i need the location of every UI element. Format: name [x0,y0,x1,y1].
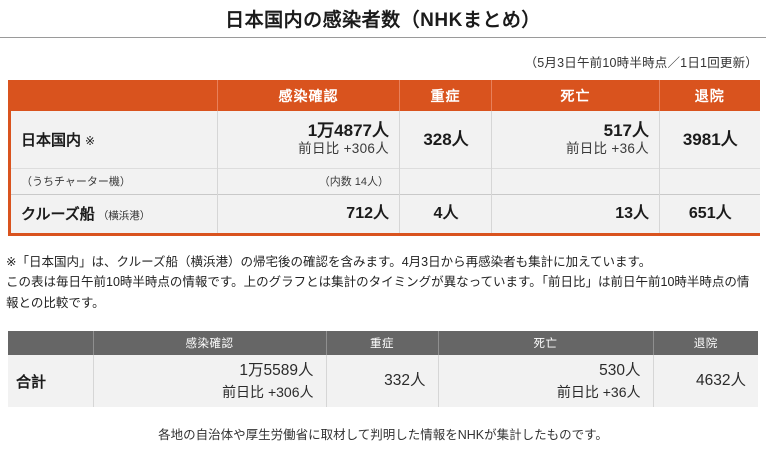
cell-cruise-discharged: 651人 [659,193,760,234]
summary-column-header-discharged: 退院 [653,331,758,356]
reference-mark-icon: ※ [85,133,96,148]
update-timestamp-note: （5月3日午前10時半時点／1日1回更新） [524,56,758,70]
cell-cruise-severe: 4人 [399,193,492,234]
summary-row-label-total: 合計 [8,355,94,408]
table-row-cruise: クルーズ船 （横浜港） 712人 4人 13人 651人 [9,193,760,234]
cell-domestic-infected-delta: 前日比 +306人 [298,141,389,157]
page-header: 日本国内の感染者数（NHKまとめ） [0,0,766,38]
source-caption: 各地の自治体や厚生労働省に取材して判明した情報をNHKが集計したものです。 [158,428,608,443]
column-header-infected: 感染確認 [217,80,400,111]
cell-domestic-deaths-value: 517人 [603,121,649,141]
column-header-discharged: 退院 [659,80,760,111]
cell-domestic-deaths: 517人 前日比 +36人 [491,111,660,168]
summary-cell-discharged: 4632人 [653,355,758,408]
column-header-severe: 重症 [399,80,492,111]
summary-cell-deaths-delta: 前日比 +36人 [556,384,641,401]
summary-column-header-infected: 感染確認 [93,331,327,356]
cell-charter-deaths [491,167,660,194]
footnote-line-2: この表は毎日午前10時半時点の情報です。上のグラフとは集計のタイミングが異なって… [6,275,750,310]
summary-table-container: 感染確認 重症 死亡 退院 合計 1万5589人前日比 +306人 332人 5… [0,313,766,408]
footnote-line-1: ※「日本国内」は、クルーズ船（横浜港）の帰宅後の確認を含みます。4月3日から再感… [6,254,652,269]
cell-charter-discharged [659,167,760,194]
column-header-deaths: 死亡 [491,80,660,111]
row-label-cruise-text: クルーズ船 [21,206,95,223]
cell-cruise-deaths: 13人 [491,193,660,234]
cell-domestic-deaths-delta: 前日比 +36人 [565,141,649,157]
summary-cell-infected-value: 1万5589人 [239,361,314,379]
row-label-domestic-text: 日本国内 [21,131,82,149]
main-table-header-row: 感染確認 重症 死亡 退院 [9,80,760,111]
cell-domestic-infected-value: 1万4877人 [307,121,389,141]
infection-main-table: 感染確認 重症 死亡 退院 日本国内 ※ 1万4877人 前日比 +306人 328… [8,80,760,236]
summary-column-header-severe: 重症 [326,331,439,356]
row-label-charter: （うちチャーター機） [9,167,218,194]
cell-domestic-infected: 1万4877人 前日比 +306人 [217,111,400,168]
footnotes-block: ※「日本国内」は、クルーズ船（横浜港）の帰宅後の確認を含みます。4月3日から再感… [0,236,766,314]
row-label-domestic: 日本国内 ※ [9,111,218,168]
cell-charter-severe [399,167,492,194]
summary-cell-infected-delta: 前日比 +306人 [222,384,314,401]
infection-summary-table: 感染確認 重症 死亡 退院 合計 1万5589人前日比 +306人 332人 5… [8,331,758,408]
column-header-blank [9,80,218,111]
summary-column-header-blank [8,331,94,356]
cell-charter-infected: （内数 14人） [217,167,400,194]
summary-cell-deaths-value: 530人 [599,361,641,379]
page-title: 日本国内の感染者数（NHKまとめ） [225,10,541,31]
main-table-container: 感染確認 重症 死亡 退院 日本国内 ※ 1万4877人 前日比 +306人 328… [0,80,766,236]
cell-domestic-discharged: 3981人 [659,111,760,168]
summary-column-header-deaths: 死亡 [438,331,654,356]
summary-table-header-row: 感染確認 重症 死亡 退院 [8,331,758,356]
summary-cell-deaths: 530人前日比 +36人 [438,355,654,408]
table-row-domestic: 日本国内 ※ 1万4877人 前日比 +306人 328人 517人 前日比 +36人… [9,111,760,168]
cell-cruise-infected: 712人 [217,193,400,234]
row-label-cruise-port: （横浜港） [97,210,151,222]
summary-table-row-total: 合計 1万5589人前日比 +306人 332人 530人前日比 +36人 46… [8,355,758,408]
cell-domestic-severe: 328人 [399,111,492,168]
table-row-charter: （うちチャーター機） （内数 14人） [9,167,760,194]
summary-cell-severe: 332人 [326,355,439,408]
summary-cell-infected: 1万5589人前日比 +306人 [93,355,327,408]
row-label-cruise: クルーズ船 （横浜港） [9,193,218,234]
